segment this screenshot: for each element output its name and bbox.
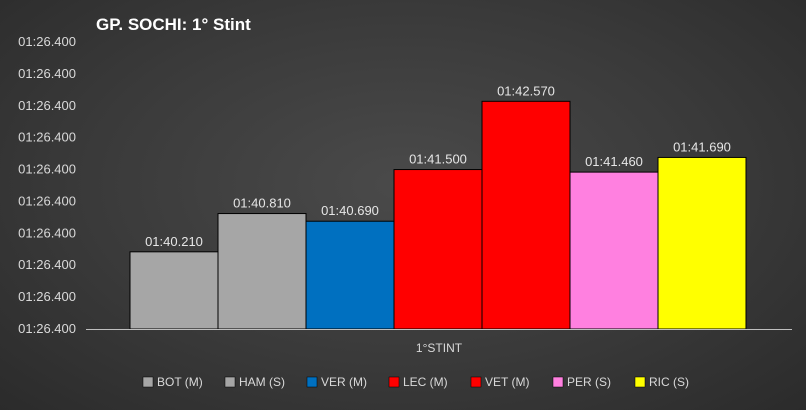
y-tick-label: 01:26.400 <box>18 225 76 240</box>
legend-swatch <box>306 376 318 388</box>
data-label: 01:41.500 <box>409 152 467 167</box>
y-tick-label: 01:26.400 <box>18 34 76 49</box>
chart-title: GP. SOCHI: 1° Stint <box>96 15 251 34</box>
bar <box>657 156 747 330</box>
legend-label: PER (S) <box>567 375 611 389</box>
legend-swatch <box>142 376 154 388</box>
legend: BOT (M) HAM (S) VER (M) LEC (M) VET (M) PER (… <box>142 375 689 389</box>
data-label: 01:41.690 <box>673 139 731 154</box>
bar <box>393 169 483 330</box>
legend-swatch <box>552 376 564 388</box>
legend-swatch <box>634 376 646 388</box>
data-label: 01:41.460 <box>585 154 643 169</box>
legend-swatch <box>388 376 400 388</box>
legend-label: HAM (S) <box>239 375 285 389</box>
legend-label: LEC (M) <box>403 375 448 389</box>
y-tick-label: 01:26.400 <box>18 66 76 81</box>
legend-label: VER (M) <box>321 375 367 389</box>
y-tick-label: 01:26.400 <box>18 98 76 113</box>
legend-label: VET (M) <box>485 375 529 389</box>
y-tick-label: 01:26.400 <box>18 162 76 177</box>
y-tick-label: 01:26.400 <box>18 289 76 304</box>
bar <box>217 213 307 330</box>
x-tick-label: 1°STINT <box>416 341 463 355</box>
y-tick-label: 01:26.400 <box>18 257 76 272</box>
bar <box>305 220 395 330</box>
legend-swatch <box>224 376 236 388</box>
legend-label: RIC (S) <box>649 375 689 389</box>
data-label: 01:40.210 <box>145 234 203 249</box>
data-label: 01:40.690 <box>321 203 379 218</box>
y-tick-label: 01:26.400 <box>18 321 76 336</box>
data-label: 01:42.570 <box>497 83 555 98</box>
bars-group: 01:40.210 01:40.810 01:40.690 01:41.500 01:4… <box>129 83 747 330</box>
bar <box>129 251 219 330</box>
legend-swatch <box>470 376 482 388</box>
y-axis: 01:26.400 01:26.400 01:26.400 01:26.400 01:2… <box>18 34 76 336</box>
data-label: 01:40.810 <box>233 196 291 211</box>
y-tick-label: 01:26.400 <box>18 130 76 145</box>
legend-label: BOT (M) <box>157 375 203 389</box>
y-tick-label: 01:26.400 <box>18 193 76 208</box>
bar <box>569 171 659 330</box>
bar <box>481 100 571 330</box>
